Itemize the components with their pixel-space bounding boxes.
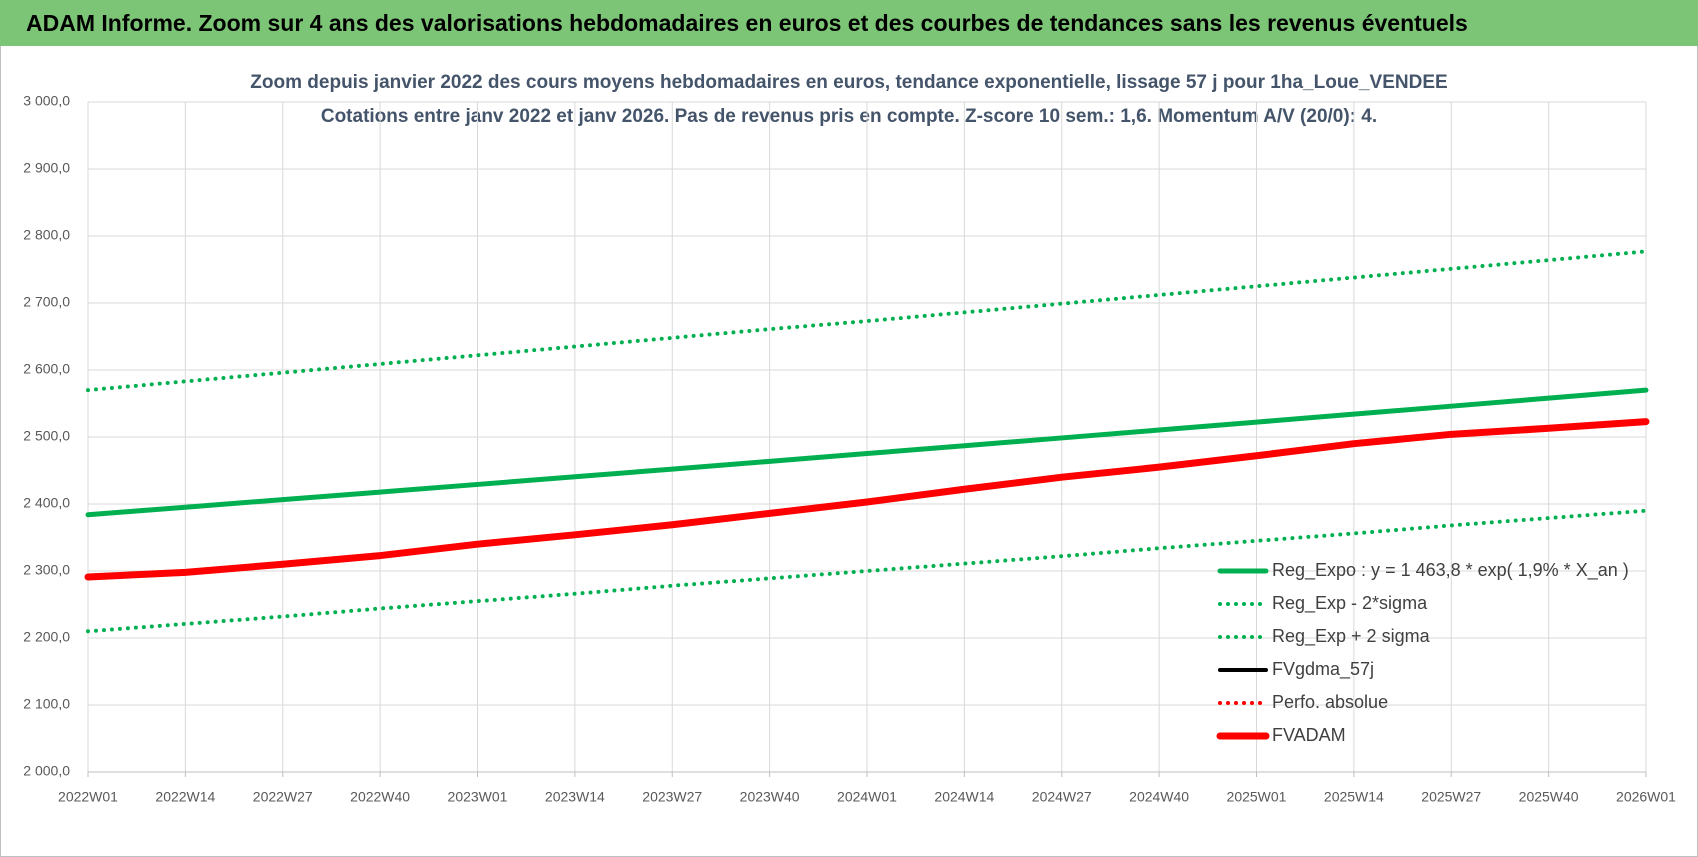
x-tick-label: 2025W01 — [1227, 789, 1287, 805]
y-tick-label: 2 400,0 — [23, 495, 70, 511]
legend-label: Perfo. absolue — [1272, 692, 1388, 712]
series-line — [86, 249, 1648, 393]
x-tick-label: 2024W01 — [837, 789, 897, 805]
series-line — [85, 387, 1649, 518]
y-tick-label: 2 600,0 — [23, 361, 70, 377]
x-tick-label: 2023W27 — [642, 789, 702, 805]
x-tick-label: 2025W40 — [1519, 789, 1579, 805]
chart-subtitle: Cotations entre janv 2022 et janv 2026. … — [321, 106, 1377, 127]
y-tick-label: 2 500,0 — [23, 428, 70, 444]
legend-label: Reg_Expo : y = 1 463,8 * exp( 1,9% * X_a… — [1272, 560, 1629, 581]
x-tick-label: 2023W01 — [448, 789, 508, 805]
x-tick-label: 2022W14 — [155, 789, 215, 805]
y-tick-label: 3 000,0 — [23, 93, 70, 109]
series-line — [86, 508, 1648, 634]
x-tick-label: 2025W27 — [1421, 789, 1481, 805]
x-tick-label: 2023W14 — [545, 789, 605, 805]
x-tick-label: 2025W14 — [1324, 789, 1384, 805]
x-tick-label: 2026W01 — [1616, 789, 1676, 805]
y-tick-label: 2 300,0 — [23, 562, 70, 578]
header-band — [0, 0, 1698, 46]
series-line — [84, 418, 1650, 581]
header-title: ADAM Informe. Zoom sur 4 ans des valoris… — [26, 10, 1468, 36]
legend-label: FVgdma_57j — [1272, 659, 1374, 680]
x-tick-label: 2022W40 — [350, 789, 410, 805]
legend-label: Reg_Exp - 2*sigma — [1272, 593, 1428, 614]
x-tick-label: 2022W27 — [253, 789, 313, 805]
x-tick-label: 2024W27 — [1032, 789, 1092, 805]
y-tick-label: 2 200,0 — [23, 629, 70, 645]
y-tick-label: 2 900,0 — [23, 160, 70, 176]
x-tick-label: 2023W40 — [740, 789, 800, 805]
legend-label: FVADAM — [1272, 725, 1346, 745]
y-tick-label: 2 800,0 — [23, 227, 70, 243]
legend-label: Reg_Exp + 2 sigma — [1272, 626, 1431, 647]
x-tick-label: 2022W01 — [58, 789, 118, 805]
chart-title: Zoom depuis janvier 2022 des cours moyen… — [250, 72, 1447, 93]
y-tick-label: 2 700,0 — [23, 294, 70, 310]
y-tick-label: 2 000,0 — [23, 763, 70, 779]
x-tick-label: 2024W40 — [1129, 789, 1189, 805]
x-tick-label: 2024W14 — [934, 789, 994, 805]
y-tick-label: 2 100,0 — [23, 696, 70, 712]
